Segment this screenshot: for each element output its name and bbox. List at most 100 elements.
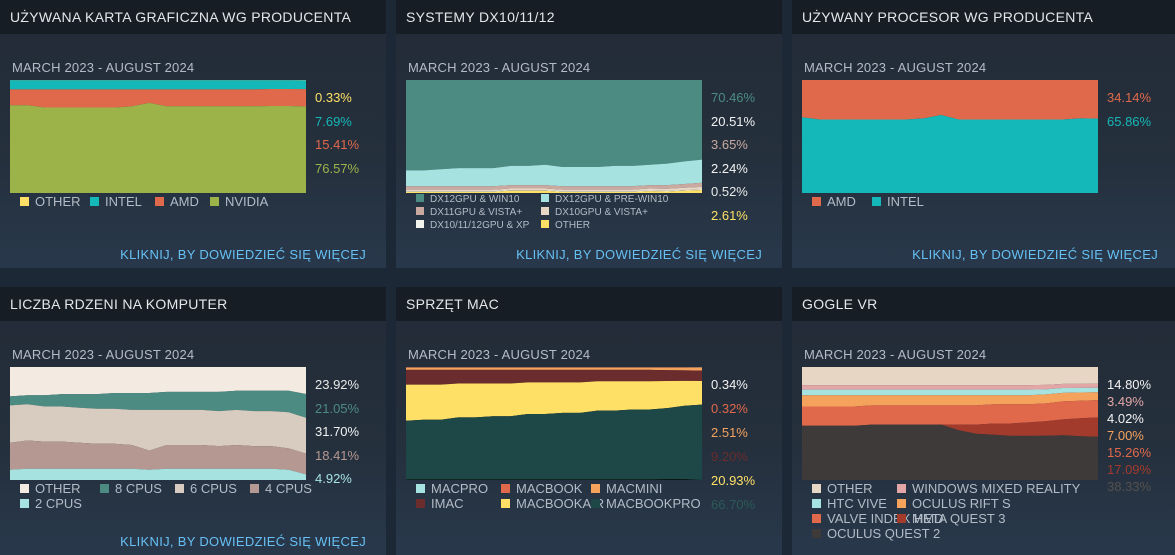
legend-item: OTHER (20, 194, 81, 209)
legend-swatch (416, 194, 424, 203)
legend-swatch (541, 207, 549, 216)
legend-swatch (897, 499, 906, 509)
panel-cpu-vendor: UŻYWANY PROCESOR WG PRODUCENTA MARCH 202… (792, 0, 1175, 268)
legend-item: MACPRO (416, 481, 488, 496)
series-value: 14.80% (1107, 377, 1152, 392)
legend-swatch (501, 499, 510, 509)
learn-more-link[interactable]: KLIKNIJ, BY DOWIEDZIEĆ SIĘ WIĘCEJ (516, 247, 762, 262)
series-value: 34.14% (1107, 90, 1152, 105)
area-series-dx10gpu-vista- (406, 186, 702, 192)
legend-label: AMD (827, 194, 856, 209)
area-series-dx10-11-12gpu-xp (406, 189, 702, 192)
legend-label: AMD (170, 194, 199, 209)
panel-title: SYSTEMY DX10/11/12 (396, 0, 782, 34)
area-series-htc-vive (802, 387, 1098, 396)
legend-item: WINDOWS MIXED REALITY (897, 481, 1080, 496)
period-label: MARCH 2023 - AUGUST 2024 (408, 60, 591, 75)
panel-title: UŻYWANA KARTA GRAFICZNA WG PRODUCENTA (0, 0, 386, 34)
legend-label: MACBOOKPRO (606, 496, 701, 511)
series-value: 20.51% (711, 113, 756, 129)
series-value: 66.70% (711, 497, 756, 512)
learn-more-link[interactable]: KLIKNIJ, BY DOWIEDZIEĆ SIĘ WIĘCEJ (120, 247, 366, 262)
legend-item: AMD (155, 194, 199, 209)
legend-label: OCULUS RIFT S (912, 496, 1011, 511)
series-value: 0.34% (711, 377, 748, 392)
legend-item: DX10/11/12GPU & XP (416, 220, 529, 231)
legend-swatch (416, 499, 425, 509)
legend-label: OTHER (555, 220, 590, 231)
legend-item: DX12GPU & WIN10 (416, 194, 519, 205)
panel-directx-systems: SYSTEMY DX10/11/12 MARCH 2023 - AUGUST 2… (396, 0, 782, 268)
legend-item: OTHER (541, 220, 590, 231)
legend-swatch (100, 484, 109, 494)
period-label: MARCH 2023 - AUGUST 2024 (12, 347, 195, 362)
legend-label: NVIDIA (225, 194, 269, 209)
legend-swatch (897, 514, 906, 524)
legend-label: DX10/11/12GPU & XP (430, 220, 530, 231)
area-series-dx12gpu-win10 (406, 80, 702, 171)
learn-more-link[interactable]: KLIKNIJ, BY DOWIEDZIEĆ SIĘ WIĘCEJ (120, 534, 366, 549)
panel-vr-headsets: GOGLE VR MARCH 2023 - AUGUST 2024 14.80%… (792, 287, 1175, 555)
area-chart (802, 367, 1098, 480)
legend-swatch (541, 194, 549, 203)
panel-mac-hardware: SPRZĘT MAC MARCH 2023 - AUGUST 2024 0.34… (396, 287, 782, 555)
legend-item: 2 CPUS (20, 496, 82, 511)
area-series-nvidia (10, 102, 306, 193)
legend-label: 2 CPUS (35, 496, 82, 511)
legend-label: OCULUS QUEST 2 (827, 526, 941, 541)
legend-label: IMAC (431, 496, 464, 511)
legend-swatch (175, 484, 184, 494)
legend-item: VALVE INDEX HMD (812, 511, 944, 526)
legend-item: DX11GPU & VISTA+ (416, 207, 522, 218)
area-series-windows-mixed-reality (802, 383, 1098, 390)
legend-label: 8 CPUS (115, 481, 162, 496)
legend-item: MACMINI (591, 481, 662, 496)
legend-item: OTHER (812, 481, 873, 496)
legend-item: MACBOOKAIR (501, 496, 604, 511)
legend-label: OTHER (35, 194, 81, 209)
legend-swatch (812, 499, 821, 509)
legend-label: MACBOOK (516, 481, 583, 496)
legend-label: 4 CPUS (265, 481, 312, 496)
legend-item: MACBOOKPRO (591, 496, 701, 511)
area-series-6-cpus (10, 404, 306, 454)
area-chart (802, 80, 1098, 193)
legend-swatch (210, 197, 219, 207)
legend-swatch (416, 220, 424, 229)
legend-swatch (897, 484, 906, 494)
series-value: 18.41% (315, 447, 360, 463)
panel-gpu-vendor: UŻYWANA KARTA GRAFICZNA WG PRODUCENTA MA… (0, 0, 386, 268)
series-value: 15.41% (315, 137, 360, 152)
area-chart (10, 367, 306, 480)
period-label: MARCH 2023 - AUGUST 2024 (804, 347, 987, 362)
series-value: 9.20% (711, 449, 748, 464)
series-value: 4.92% (315, 471, 352, 486)
legend-swatch (416, 207, 424, 216)
legend-label: INTEL (105, 194, 142, 209)
panel-title: LICZBA RDZENI NA KOMPUTER (0, 287, 386, 321)
area-series-other (406, 190, 702, 193)
area-chart (406, 367, 702, 480)
panel-cpu-cores: LICZBA RDZENI NA KOMPUTER MARCH 2023 - A… (0, 287, 386, 555)
panel-title: UŻYWANY PROCESOR WG PRODUCENTA (792, 0, 1175, 34)
legend-item: INTEL (90, 194, 142, 209)
series-value: 3.65% (711, 137, 748, 152)
legend-label: HTC VIVE (827, 496, 887, 511)
series-value: 7.00% (1107, 428, 1144, 443)
legend-item: 4 CPUS (250, 481, 312, 496)
legend-item: 6 CPUS (175, 481, 237, 496)
area-series-macbookair (406, 380, 702, 421)
legend-label: DX11GPU & VISTA+ (430, 207, 523, 218)
series-value: 2.61% (711, 207, 748, 223)
area-series-dx12gpu-pre-win10 (406, 159, 702, 187)
legend-item: INTEL (872, 194, 924, 209)
area-series-oculus-rift-s (802, 392, 1098, 407)
period-label: MARCH 2023 - AUGUST 2024 (804, 60, 987, 75)
learn-more-link[interactable]: KLIKNIJ, BY DOWIEDZIEĆ SIĘ WIĘCEJ (912, 247, 1158, 262)
series-value: 2.24% (711, 160, 748, 176)
legend-label: 6 CPUS (190, 481, 237, 496)
legend-item: MACBOOK (501, 481, 582, 496)
area-series-intel (10, 80, 306, 90)
area-series-meta-quest-3 (802, 417, 1098, 437)
legend-swatch (20, 499, 29, 509)
